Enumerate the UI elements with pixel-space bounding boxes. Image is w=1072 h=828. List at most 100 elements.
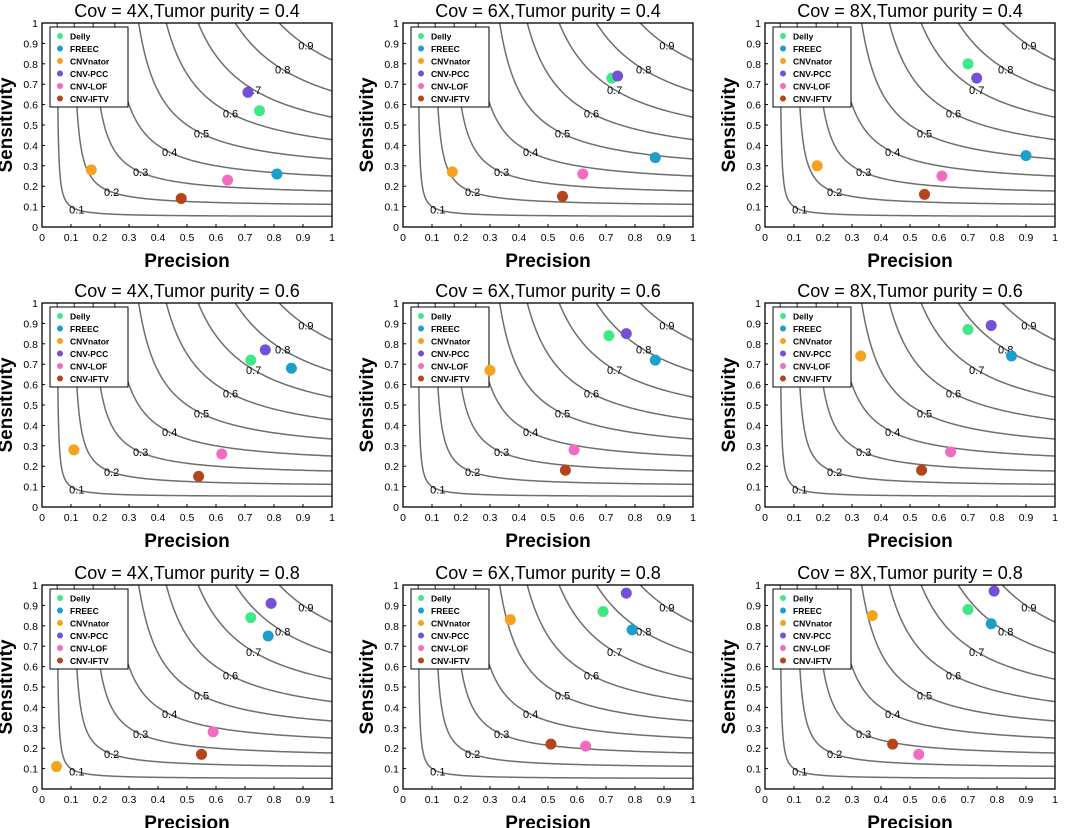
contour-label: 0.6: [223, 108, 238, 120]
legend-label: CNVnator: [793, 337, 833, 347]
chart-title: Cov = 8X,Tumor purity = 0.4: [797, 1, 1022, 21]
contour-label: 0.2: [465, 749, 480, 761]
legend-label: CNV-IFTV: [793, 94, 832, 104]
legend-label: Delly: [431, 594, 452, 604]
x-tick-label: 0: [762, 794, 768, 806]
point-cnv-lof: [580, 740, 592, 752]
panel: Cov = 4X,Tumor purity = 0.8 0.1 0.2 0.3 0.4 0…: [0, 563, 335, 828]
x-tick-label: 0.5: [180, 794, 195, 806]
y-tick-label: 0.7: [384, 359, 399, 371]
legend-box: [410, 26, 490, 108]
x-tick-label: 0.4: [512, 794, 527, 806]
legend-marker: [780, 620, 786, 626]
panel: Cov = 6X,Tumor purity = 0.4 0.1 0.2 0.3 0.4 0…: [357, 1, 696, 272]
point-cnv-pcc: [265, 597, 277, 609]
x-tick-label: 0.9: [296, 512, 311, 524]
chart-title: Cov = 6X,Tumor purity = 0.8: [435, 563, 660, 583]
legend-label: FREEC: [793, 606, 822, 616]
y-tick-label: 0.1: [746, 764, 761, 776]
legend-marker: [57, 45, 63, 52]
point-cnvnator: [85, 164, 97, 176]
y-tick-label: 0.6: [23, 380, 38, 392]
contour-label: 0.8: [636, 626, 651, 638]
chart-title: Cov = 8X,Tumor purity = 0.8: [797, 563, 1022, 583]
y-tick-label: 1: [393, 298, 399, 310]
y-tick-label: 1: [393, 580, 399, 592]
contour-line: [888, 585, 1055, 703]
legend-label: FREEC: [793, 324, 822, 334]
contour-label: 0.8: [636, 344, 651, 356]
contour-label: 0.4: [162, 427, 177, 439]
legend-marker: [418, 620, 424, 626]
x-tick-label: 1: [329, 232, 335, 244]
x-axis-label: Precision: [867, 813, 953, 828]
legend-marker: [418, 607, 424, 614]
point-freec: [271, 168, 283, 180]
y-axis-label: Sensitivity: [0, 357, 17, 452]
point-delly: [254, 105, 265, 117]
legend-label: Delly: [793, 594, 814, 604]
x-tick-label: 0.2: [93, 794, 108, 806]
panel: Cov = 8X,Tumor purity = 0.6 0.1 0.2 0.3 0.4 0…: [719, 281, 1058, 552]
y-tick-label: 0.6: [384, 380, 399, 392]
contour-label: 0.1: [430, 485, 445, 497]
contour-label: 0.9: [1021, 40, 1036, 52]
contour-line: [920, 303, 1055, 398]
x-tick-label: 0.3: [122, 794, 137, 806]
y-tick-label: 0.4: [746, 702, 761, 714]
contour-line: [474, 585, 693, 739]
legend-label: CNV-IFTV: [70, 374, 109, 384]
contour-line: [815, 23, 1055, 192]
legend-marker: [418, 350, 424, 357]
panel: Cov = 8X,Tumor purity = 0.4 0.1 0.2 0.3 0.4 0…: [719, 1, 1058, 272]
contour-line: [165, 23, 332, 141]
legend-marker: [57, 70, 63, 77]
legend-marker: [780, 33, 786, 39]
legend-label: CNVnator: [793, 619, 833, 629]
legend-label: FREEC: [431, 324, 460, 334]
legend-marker: [57, 607, 63, 614]
x-tick-label: 0.2: [816, 512, 831, 524]
legend-box: [410, 588, 490, 670]
contour-line: [498, 303, 693, 440]
y-tick-label: 0: [32, 222, 38, 234]
y-tick-label: 0.8: [384, 621, 399, 633]
x-tick-label: 0: [400, 512, 406, 524]
point-cnv-iftv: [919, 188, 930, 200]
legend-label: CNV-LOF: [431, 644, 468, 654]
contour-line: [779, 303, 1055, 498]
contour-label: 0.2: [465, 187, 480, 199]
contour-line: [137, 303, 332, 440]
legend-label: Delly: [70, 312, 91, 322]
contour-line: [888, 303, 1055, 421]
x-tick-label: 0.6: [570, 794, 585, 806]
contour-label: 0.1: [792, 205, 807, 217]
y-tick-label: 0.2: [746, 181, 761, 193]
legend-marker: [780, 657, 786, 664]
legend: Delly FREEC CNVnator CNV-PCC CNV-LOF CNV-IFTV: [49, 26, 129, 108]
panel: Cov = 4X,Tumor purity = 0.4 0.1 0.2 0.3 0.4 0…: [0, 1, 335, 272]
contour-label: 0.6: [584, 670, 599, 682]
y-tick-label: 0.7: [384, 79, 399, 91]
contour-label: 0.1: [430, 205, 445, 217]
panel: Cov = 8X,Tumor purity = 0.8 0.1 0.2 0.3 0.4 0…: [719, 563, 1058, 828]
y-tick-label: 0.2: [746, 743, 761, 755]
legend-marker: [780, 313, 786, 319]
legend-marker: [418, 338, 424, 344]
legend-label: Delly: [793, 312, 814, 322]
contour-line: [453, 23, 693, 192]
contour-line: [56, 585, 332, 780]
y-tick-label: 1: [755, 298, 761, 310]
point-cnvnator: [51, 761, 62, 773]
x-tick-label: 0.2: [816, 232, 831, 244]
x-tick-label: 0.7: [961, 794, 976, 806]
contour-line: [558, 303, 693, 398]
point-cnv-lof: [945, 446, 957, 458]
panel: Cov = 6X,Tumor purity = 0.8 0.1 0.2 0.3 0.4 0…: [357, 563, 696, 828]
legend-label: CNV-PCC: [431, 349, 469, 359]
point-cnv-lof: [913, 748, 925, 760]
x-tick-label: 0.6: [932, 232, 947, 244]
contour-lines: [417, 23, 693, 218]
point-cnvnator: [811, 160, 823, 172]
contour-line: [920, 23, 1055, 118]
